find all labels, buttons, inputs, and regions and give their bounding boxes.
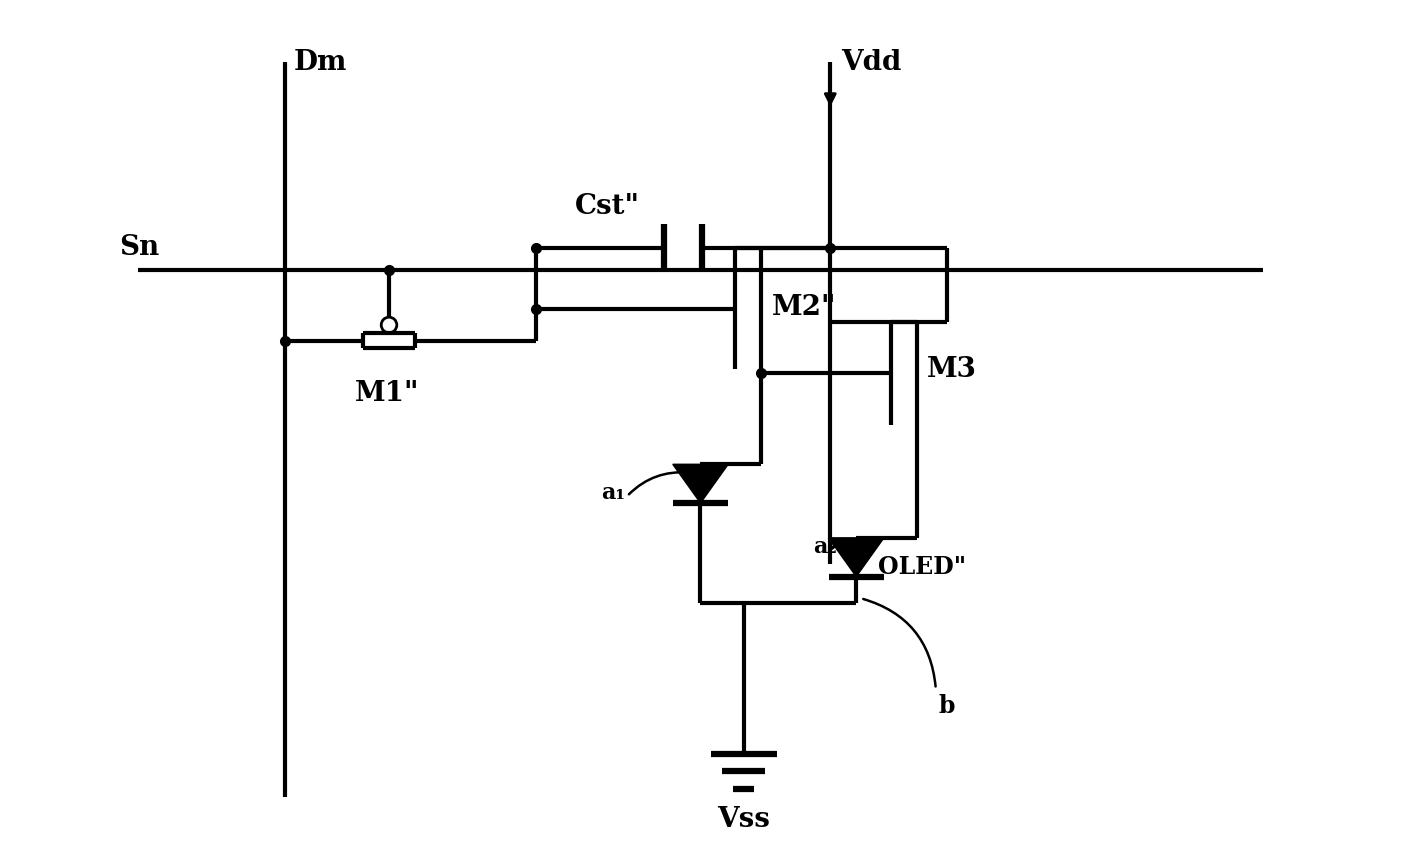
Text: Vss: Vss: [717, 806, 771, 833]
Text: Sn: Sn: [119, 234, 160, 261]
Text: b: b: [939, 694, 955, 718]
Text: Cst": Cst": [574, 194, 640, 220]
Text: a₂: a₂: [813, 536, 836, 558]
Text: M2": M2": [772, 294, 836, 321]
Text: OLED": OLED": [878, 556, 967, 579]
Polygon shape: [828, 538, 884, 576]
Text: Vdd: Vdd: [841, 49, 901, 76]
Polygon shape: [672, 464, 729, 503]
Text: Dm: Dm: [294, 49, 347, 76]
Text: M1": M1": [354, 380, 419, 407]
Text: a₁: a₁: [601, 482, 625, 503]
Text: M3: M3: [927, 356, 976, 383]
